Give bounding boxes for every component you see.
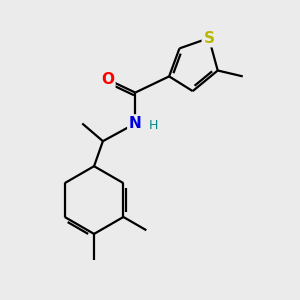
Text: N: N [129,116,142,131]
Text: S: S [203,31,214,46]
Text: H: H [148,119,158,132]
Text: O: O [101,72,114,87]
